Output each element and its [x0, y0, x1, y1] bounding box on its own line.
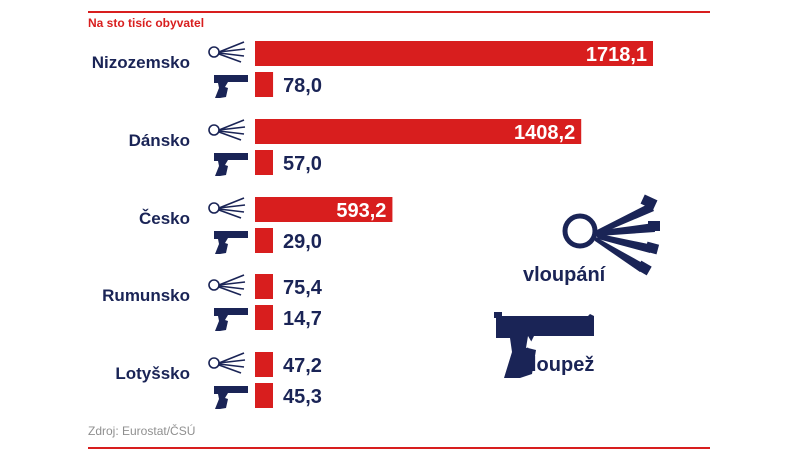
lockpicks-icon	[208, 274, 246, 296]
pistol-icon	[214, 386, 248, 409]
category-label: Dánsko	[129, 131, 190, 150]
robbery-bar	[255, 305, 273, 330]
burglary-bar	[255, 41, 653, 66]
burglary-bar	[255, 197, 393, 222]
category-label: Rumunsko	[102, 286, 190, 305]
row-lotyšsko: Lotyšsko 47,2 45,3	[115, 352, 322, 408]
burglary-value-label: 593,2	[336, 200, 386, 222]
robbery-value-label: 78,0	[283, 75, 322, 97]
lockpicks-icon	[208, 352, 246, 374]
category-label: Nizozemsko	[92, 53, 190, 72]
burglary-bar	[255, 119, 582, 144]
legend-pistol-icon	[494, 312, 594, 378]
legend-lockpicks-icon	[562, 194, 660, 276]
robbery-value-label: 29,0	[283, 231, 322, 253]
pistol-icon	[214, 308, 248, 331]
bottom-rule	[88, 447, 710, 449]
pistol-icon	[214, 153, 248, 176]
row-česko: Česko 593,2 29,0	[139, 197, 393, 253]
chart-rows: Nizozemsko 1718,1 78,0 Dánsko 1408,2 57,0 Česk…	[92, 41, 653, 409]
lockpicks-icon	[208, 197, 246, 219]
robbery-bar	[255, 150, 273, 175]
robbery-value-label: 45,3	[283, 386, 322, 408]
burglary-value-label: 1718,1	[586, 44, 647, 66]
category-label: Lotyšsko	[115, 364, 190, 383]
source-note: Zdroj: Eurostat/ČSÚ	[88, 424, 196, 438]
top-rule	[88, 11, 710, 13]
pistol-icon	[214, 75, 248, 98]
robbery-value-label: 14,7	[283, 308, 322, 330]
pistol-icon	[214, 231, 248, 254]
burglary-value-label: 75,4	[283, 277, 323, 299]
lockpicks-icon	[208, 41, 246, 63]
row-rumunsko: Rumunsko 75,4 14,7	[102, 274, 323, 330]
chart-subtitle: Na sto tisíc obyvatel	[88, 16, 205, 30]
robbery-bar	[255, 383, 273, 408]
burglary-bar	[255, 352, 273, 377]
legend-burglary-label: vloupání	[523, 264, 607, 286]
category-label: Česko	[139, 209, 190, 228]
legend-robbery-label: loupež	[531, 354, 594, 376]
robbery-bar	[255, 228, 273, 253]
robbery-bar	[255, 72, 274, 97]
burglary-value-label: 1408,2	[514, 122, 575, 144]
robbery-value-label: 57,0	[283, 153, 322, 175]
burglary-bar	[255, 274, 273, 299]
burglary-value-label: 47,2	[283, 355, 322, 377]
lockpicks-icon	[208, 119, 246, 141]
row-nizozemsko: Nizozemsko 1718,1 78,0	[92, 41, 653, 97]
row-dánsko: Dánsko 1408,2 57,0	[129, 119, 582, 175]
